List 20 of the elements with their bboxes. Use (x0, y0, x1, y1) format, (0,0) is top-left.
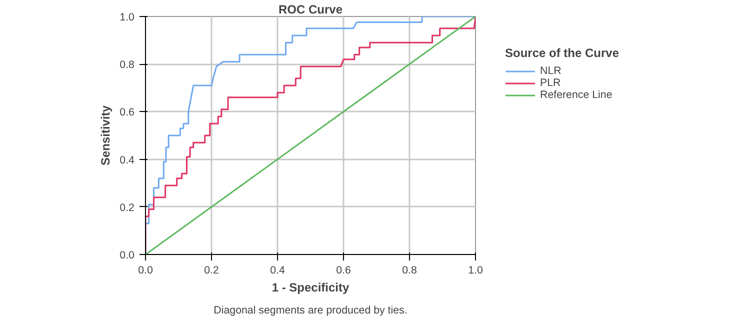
y-tick-label: 0.4 (120, 154, 135, 166)
y-tick-label: 0.0 (120, 250, 135, 262)
x-axis-title: 1 - Specificity (272, 280, 350, 294)
y-tick-label: 0.2 (120, 202, 135, 214)
x-tick-label: 0.2 (204, 264, 219, 276)
legend-label: Reference Line (540, 89, 612, 101)
y-axis-title: Sensitivity (98, 105, 113, 166)
y-tick-label: 0.8 (120, 59, 135, 72)
x-tick-label: 0.0 (138, 264, 153, 276)
legend-title: Source of the Curve (505, 46, 620, 60)
legend-label: NLR (540, 65, 562, 77)
x-tick-label: 0.4 (270, 264, 285, 276)
legend-label: PLR (540, 77, 561, 89)
x-tick-label: 0.6 (336, 264, 351, 276)
text: Diagonal segments are produced by ties. (214, 304, 408, 316)
y-tick-label: 1.0 (120, 12, 135, 24)
y-tick-label: 0.6 (120, 106, 135, 119)
x-tick-label: 1.0 (468, 264, 483, 276)
x-tick-label: 0.8 (402, 264, 417, 276)
chart-title: ROC Curve (278, 2, 343, 16)
